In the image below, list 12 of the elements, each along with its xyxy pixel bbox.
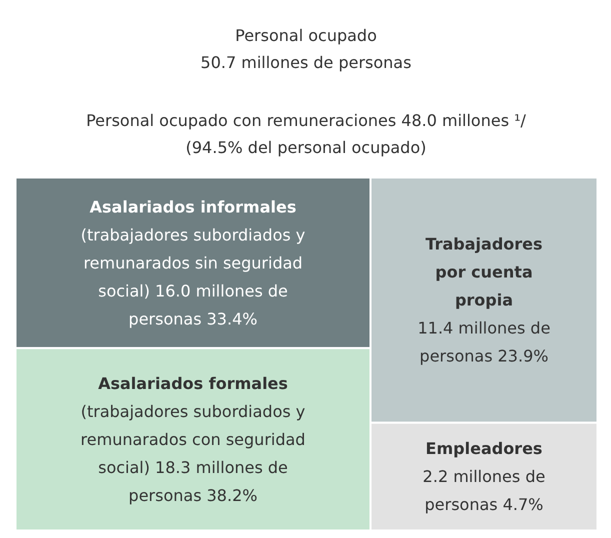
- category-label: Asalariados formales: [98, 374, 288, 393]
- text: Personal ocupado: [235, 26, 377, 45]
- text: Personal ocupado con remuneraciones 48.0 millones ¹/: [86, 111, 527, 130]
- category-label: Empleadores: [426, 439, 542, 458]
- category-label: Trabajadores por cuenta propia: [425, 234, 543, 310]
- data-label: (trabajadores subordiados y remunarados sin seguridad social) 16.0 millones de personas 33.4%: [80, 225, 306, 328]
- category-label: Asalariados informales: [90, 197, 296, 216]
- data-label: 11.4 millones de personas 23.9%: [418, 318, 550, 366]
- text: (94.5% del personal ocupado): [186, 138, 426, 157]
- data-label: 2.2 millones de personas 4.7%: [422, 467, 546, 514]
- text: 50.7 millones de personas: [200, 53, 412, 72]
- data-label: (trabajadores subordiados y remunarados con seguridad social) 18.3 millones de personas 38.2%: [80, 402, 306, 505]
